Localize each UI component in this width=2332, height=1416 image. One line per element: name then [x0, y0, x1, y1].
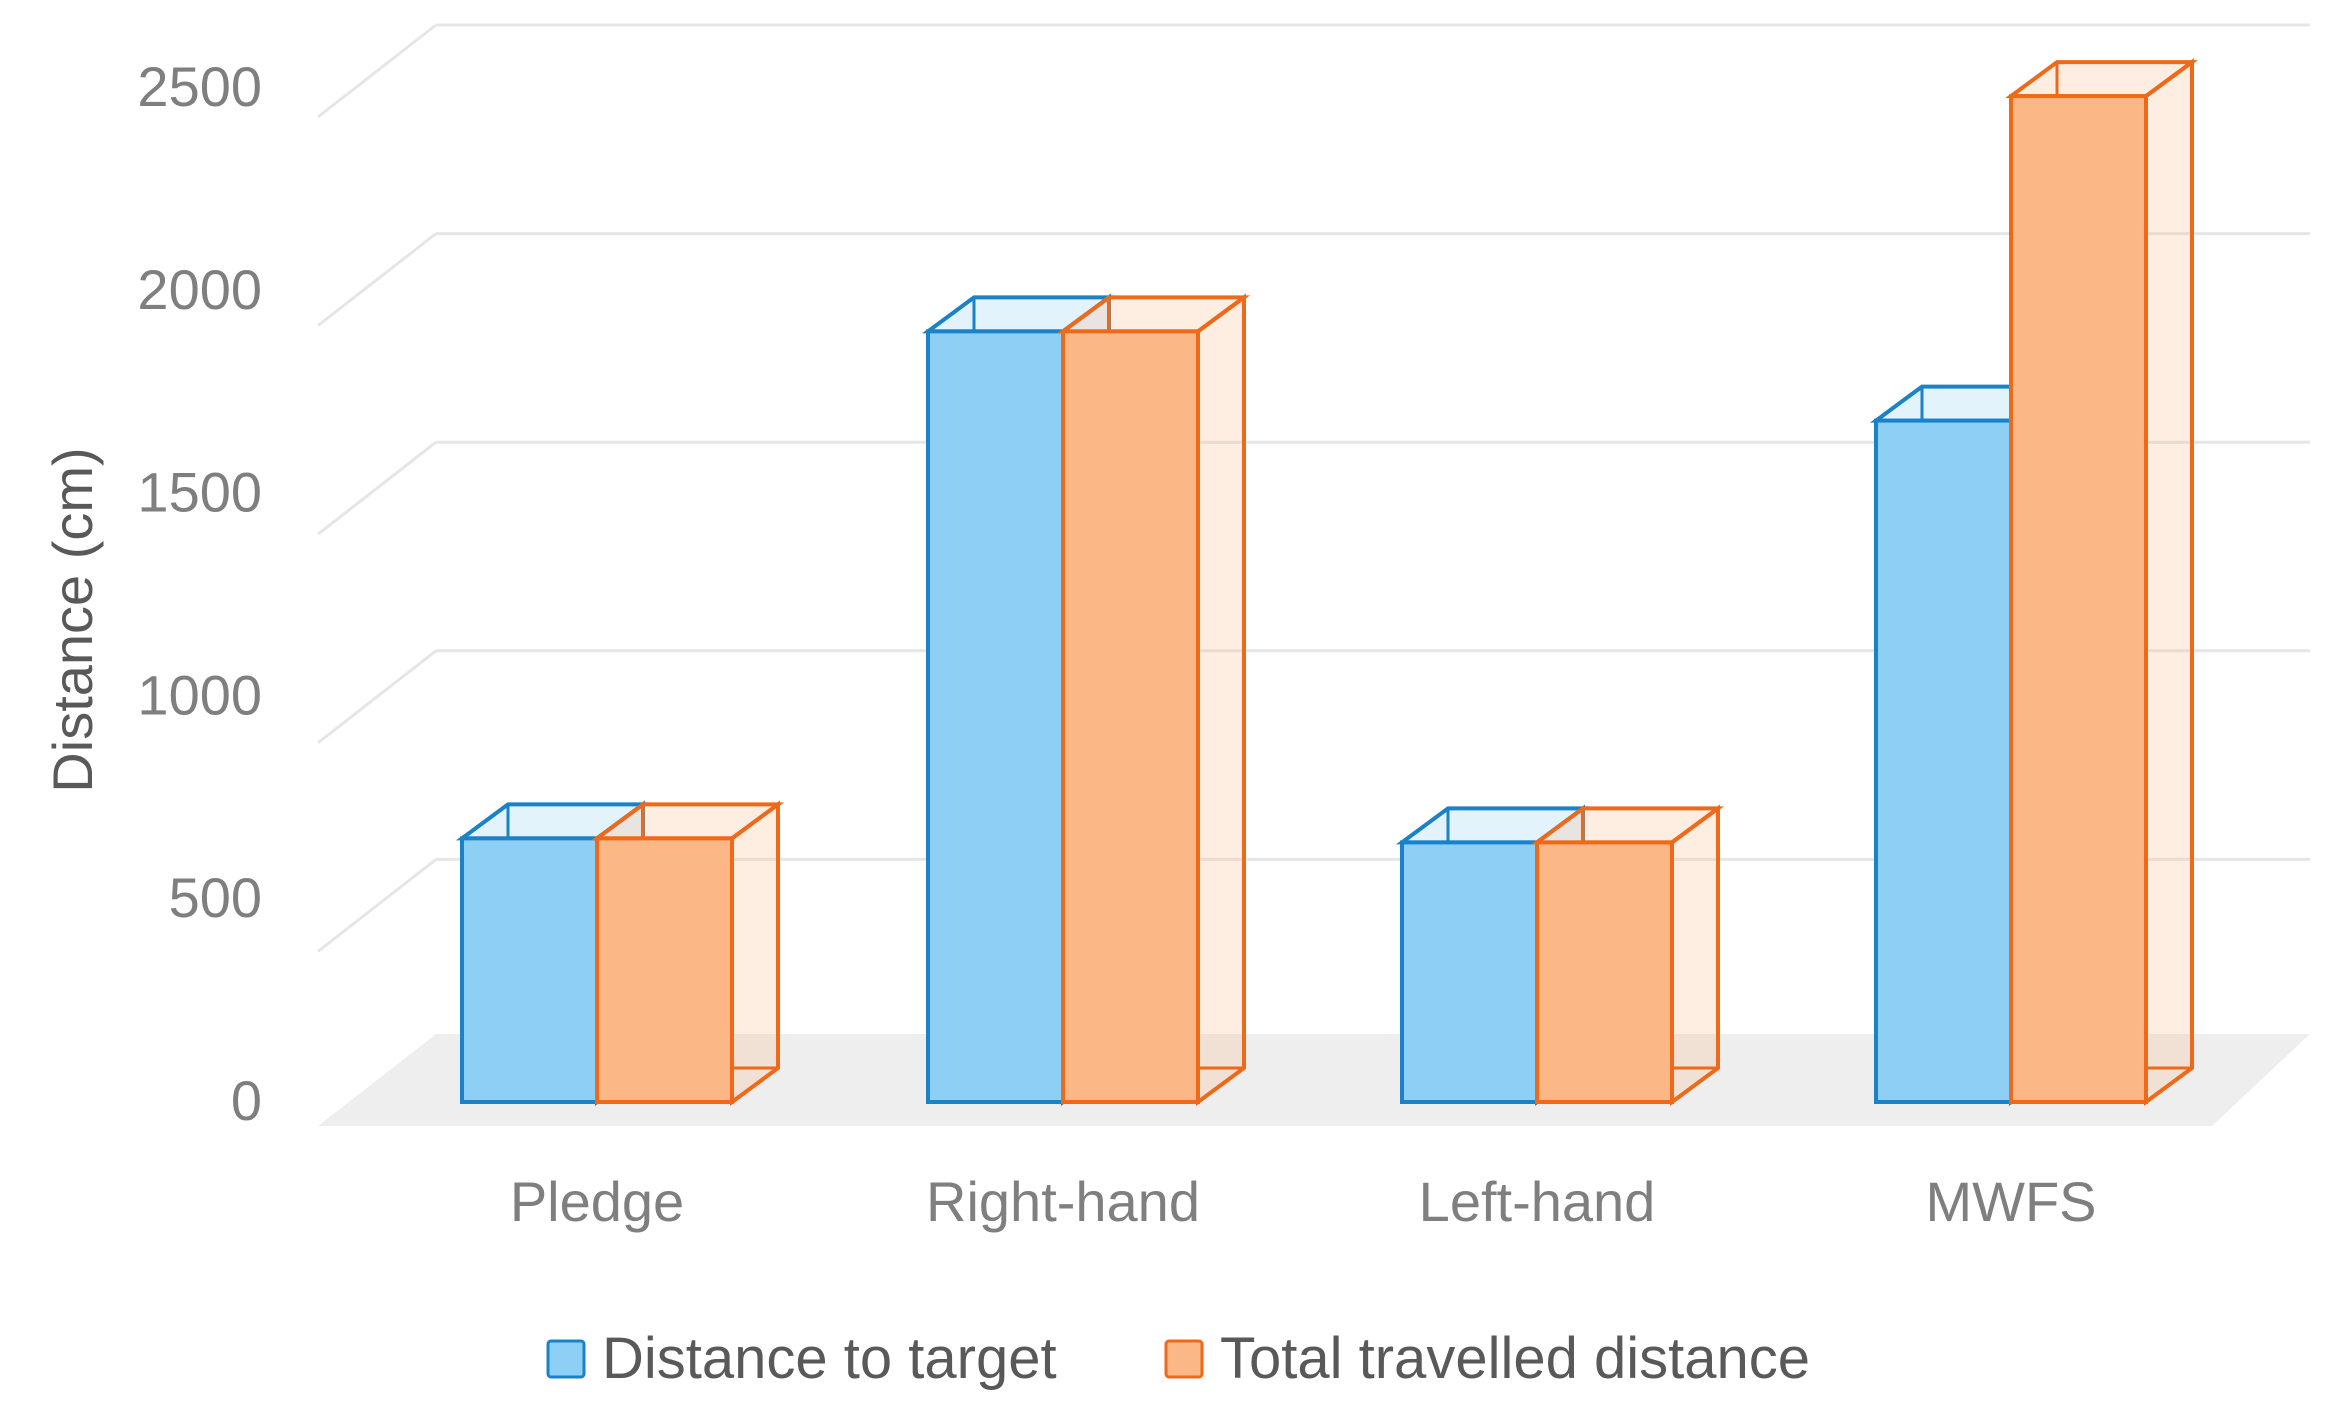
- bar-side: [730, 800, 780, 1106]
- gridline-side: [317, 858, 437, 953]
- bar-front: [595, 836, 734, 1104]
- bar-front: [1400, 840, 1539, 1105]
- bar-front: [1535, 840, 1674, 1105]
- x-tick-label-mwfs: MWFS: [1925, 1170, 2096, 1233]
- y-tick-label: 1500: [137, 461, 262, 524]
- bar-left-hand-total-travelled-distance: [1530, 804, 1725, 1106]
- bar-front: [1061, 329, 1200, 1104]
- bar-mwfs-total-travelled-distance: [2004, 58, 2199, 1106]
- y-axis-ticks: 0 500 1000 1500 2000 2500: [137, 55, 262, 1132]
- bar-front: [460, 836, 599, 1104]
- bar-pledge-total-travelled-distance: [590, 800, 785, 1106]
- bar-right-hand-total-travelled-distance: [1056, 293, 1251, 1106]
- bar-side: [1196, 293, 1246, 1106]
- bar-side: [1670, 804, 1720, 1106]
- gridline-side: [317, 232, 437, 327]
- y-axis-title: Distance (cm): [41, 447, 104, 792]
- gridline-side: [317, 441, 437, 536]
- y-tick-label: 1000: [137, 663, 262, 726]
- legend-swatch-distance-to-target: [546, 1339, 586, 1379]
- y-tick-label: 2500: [137, 55, 262, 118]
- bars: [455, 58, 2199, 1106]
- bar-front: [1874, 418, 2013, 1105]
- x-tick-label-left-hand: Left-hand: [1419, 1170, 1656, 1233]
- bar-front: [2009, 94, 2148, 1104]
- bar-side: [2144, 58, 2194, 1106]
- chart-floor: [318, 1034, 2310, 1126]
- bar-front: [926, 329, 1065, 1104]
- legend-swatch-total-travelled-distance: [1164, 1339, 1204, 1379]
- y-tick-label: 500: [169, 866, 262, 929]
- legend: Distance to target Total travelled dista…: [546, 1326, 1810, 1391]
- legend-label-total-travelled-distance: Total travelled distance: [1220, 1326, 1810, 1391]
- y-tick-label: 0: [231, 1069, 262, 1132]
- legend-label-distance-to-target: Distance to target: [602, 1326, 1057, 1391]
- y-tick-label: 2000: [137, 258, 262, 321]
- x-tick-label-pledge: Pledge: [510, 1170, 684, 1233]
- gridline-side: [317, 23, 437, 119]
- x-axis-categories: Pledge Right-hand Left-hand MWFS: [510, 1170, 2097, 1233]
- gridline-side: [317, 649, 437, 744]
- x-tick-label-right-hand: Right-hand: [926, 1170, 1200, 1233]
